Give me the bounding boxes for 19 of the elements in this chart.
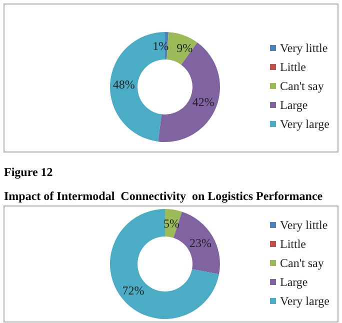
donut-slice <box>110 209 220 319</box>
legend-label: Very large <box>280 117 330 131</box>
legend-label: Can't say <box>280 256 324 270</box>
legend-label: Very large <box>280 294 330 308</box>
donut-slice <box>166 32 198 65</box>
chart-title: Impact of Intermodal Connectivity on Logistics Performance <box>4 189 324 203</box>
legend-label: Very little <box>280 41 328 55</box>
legend-label: Little <box>280 60 306 74</box>
data-label: 72% <box>122 283 144 298</box>
legend-label: Very little <box>280 218 328 232</box>
data-label: 23% <box>190 236 212 250</box>
data-label: 42% <box>192 95 214 110</box>
data-label: 48% <box>112 77 135 92</box>
data-label: 9% <box>176 41 193 56</box>
legend-label: Large <box>280 275 308 289</box>
legend-label: Large <box>280 98 308 112</box>
caption: Figure 12 <box>4 165 53 179</box>
legend-label: Can't say <box>280 79 324 93</box>
legend-label: Little <box>280 237 306 251</box>
